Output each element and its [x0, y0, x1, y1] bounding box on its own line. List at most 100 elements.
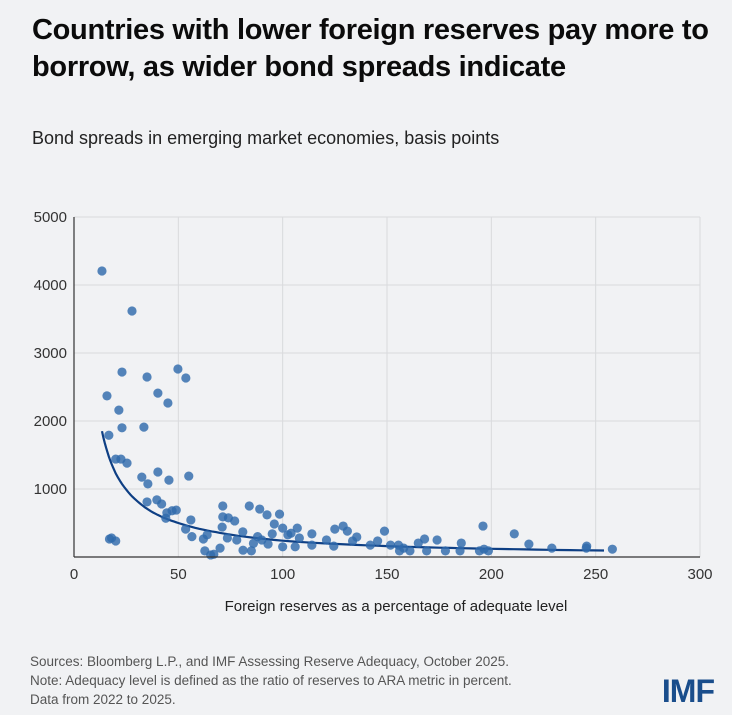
data-point	[142, 497, 152, 507]
data-point	[278, 523, 288, 533]
data-point	[262, 510, 272, 520]
data-point	[373, 536, 383, 546]
data-point	[187, 532, 197, 542]
y-tick-label: 4000	[34, 277, 67, 294]
data-point	[230, 516, 240, 526]
trend-line-group	[100, 430, 605, 552]
x-tick-label: 250	[583, 566, 608, 580]
data-point	[173, 364, 183, 374]
tick-labels: 0 50 100 150 200 250 300 1000 2000 3000 4000 5000	[34, 209, 713, 580]
data-point	[547, 543, 557, 553]
data-point	[222, 533, 232, 543]
data-point	[244, 501, 254, 511]
data-point	[483, 546, 494, 556]
data-point	[186, 515, 196, 525]
data-point	[432, 535, 442, 545]
data-point	[153, 467, 163, 477]
data-point	[142, 372, 152, 382]
data-point	[269, 519, 279, 529]
data-range-line: Data from 2022 to 2025.	[30, 692, 176, 707]
x-tick-label: 300	[687, 566, 712, 580]
y-tick-label: 3000	[34, 345, 67, 362]
data-point	[232, 535, 242, 545]
y-tick-label: 5000	[34, 209, 67, 226]
data-point	[139, 422, 149, 432]
data-point	[217, 522, 227, 532]
source-line: Sources: Bloomberg L.P., and IMF Assessi…	[30, 654, 510, 669]
x-tick-label: 50	[170, 566, 187, 580]
trend-line	[100, 430, 605, 552]
data-point	[184, 471, 194, 481]
source-notes: Sources: Bloomberg L.P., and IMF Assessi…	[30, 652, 512, 709]
data-point	[321, 535, 332, 545]
data-point	[153, 388, 163, 398]
note-line: Note: Adequacy level is defined as the r…	[30, 673, 512, 688]
data-point	[440, 546, 451, 556]
data-point	[456, 538, 466, 548]
data-point	[509, 529, 519, 539]
x-tick-label: 0	[70, 566, 78, 580]
data-point	[137, 472, 147, 482]
data-point	[215, 543, 225, 553]
data-points	[97, 266, 617, 560]
data-point	[114, 405, 124, 415]
data-point	[330, 524, 340, 534]
data-point	[238, 527, 248, 537]
data-point	[294, 533, 304, 543]
data-point	[238, 545, 248, 555]
data-point	[478, 521, 488, 531]
data-point	[218, 501, 228, 511]
data-point	[117, 423, 127, 433]
data-point	[286, 528, 296, 538]
data-point	[104, 430, 114, 440]
data-point	[255, 504, 265, 514]
data-point	[422, 546, 432, 556]
data-point	[419, 534, 430, 544]
data-point	[122, 458, 132, 468]
data-point	[102, 391, 112, 401]
data-point	[307, 540, 317, 550]
data-point	[181, 524, 191, 534]
data-point	[365, 540, 375, 550]
data-point	[385, 540, 396, 550]
data-point	[278, 542, 288, 552]
data-point	[267, 529, 277, 539]
data-point	[329, 541, 339, 551]
chart-subtitle: Bond spreads in emerging market economie…	[32, 128, 500, 148]
data-point	[253, 532, 263, 542]
x-tick-label: 200	[479, 566, 504, 580]
data-point	[143, 479, 153, 489]
data-point	[292, 523, 302, 533]
imf-logo: IMF	[661, 673, 715, 709]
data-point	[405, 546, 415, 556]
data-point	[246, 546, 256, 556]
data-point	[455, 546, 465, 556]
chart-title: Countries with lower foreign reserves pa…	[32, 14, 709, 83]
data-point	[524, 539, 534, 549]
data-point	[342, 526, 352, 536]
data-point	[163, 398, 173, 408]
data-point	[127, 306, 137, 316]
data-point	[581, 543, 591, 553]
data-point	[111, 536, 121, 546]
data-point	[171, 505, 181, 515]
data-point	[97, 266, 107, 276]
x-tick-label: 100	[270, 566, 295, 580]
data-point	[181, 373, 191, 383]
data-point	[379, 526, 390, 536]
data-point	[307, 529, 317, 539]
data-point	[607, 544, 617, 554]
axes	[73, 217, 700, 558]
data-point	[274, 509, 285, 519]
scatter-chart: 0 50 100 150 200 250 300 1000 2000 3000 4000 5000	[34, 209, 713, 580]
y-tick-label: 1000	[34, 481, 67, 498]
data-point	[248, 538, 259, 549]
data-point	[161, 513, 171, 523]
data-point	[290, 542, 300, 552]
data-point	[352, 532, 362, 542]
data-point	[157, 499, 167, 509]
data-point	[474, 546, 485, 556]
grid-lines	[74, 216, 701, 557]
y-tick-label: 2000	[34, 413, 67, 430]
x-axis-label: Foreign reserves as a percentage of adeq…	[224, 598, 568, 615]
